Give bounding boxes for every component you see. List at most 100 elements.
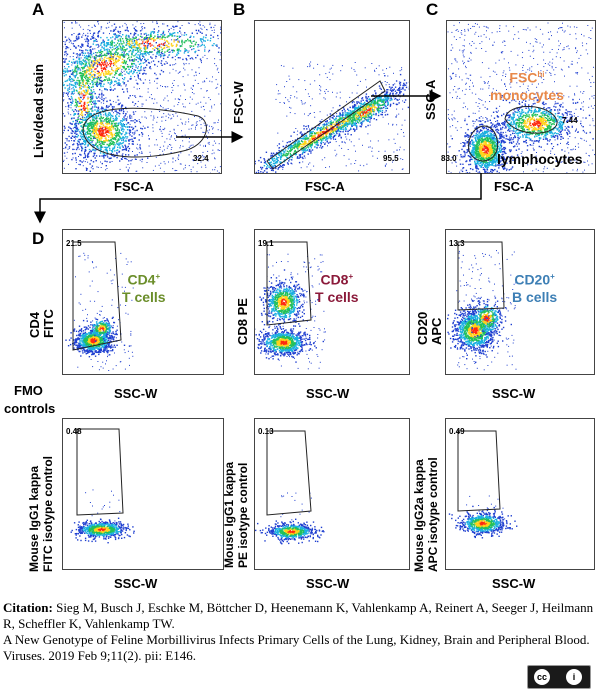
cc-icon: cc <box>534 669 550 685</box>
y-axis-label-fmo-apc-line2: APC isotype control <box>426 457 440 572</box>
x-axis-label-cd20: SSC-W <box>492 386 536 401</box>
citation-authors: Sieg M, Busch J, Eschke M, Böttcher D, H… <box>3 600 594 631</box>
attribution-icon: i <box>566 669 582 685</box>
gate-value-cd20: 13.3 <box>449 239 465 248</box>
y-axis-label-cd4-line2: FITC <box>41 309 56 338</box>
y-axis-label-fmo-pe-line2: PE isotype control <box>236 462 250 568</box>
event-cloud <box>82 316 122 342</box>
gate-fmo-apc <box>457 430 501 512</box>
y-axis-label-cd20-line2: APC <box>429 317 444 345</box>
cc-by-license-badge[interactable]: cc i <box>527 665 591 689</box>
lymphocytes-label: lymphocytes <box>497 151 583 167</box>
y-axis-label-fmo-apc: Mouse IgG2a kappa APC isotype control <box>412 457 440 572</box>
scatter-plot-b <box>254 20 410 174</box>
cd4-population-label: CD4+ T cells <box>122 268 166 306</box>
monocytes-label-main: FSC <box>509 69 538 86</box>
cd8-label-main: CD8 <box>320 271 349 288</box>
y-axis-label-fmo-pe-line1: Mouse IgG1 kappa <box>222 461 236 568</box>
y-axis-label-cd4-line1: CD4 <box>27 311 42 338</box>
scatter-plot-cd4 <box>62 229 224 375</box>
connector-arrows <box>34 90 482 224</box>
cd4-label-main: CD4 <box>127 271 156 288</box>
gate-value-fmo-pe: 0.13 <box>258 427 274 436</box>
gate-lymphocytes <box>468 125 499 162</box>
gate-singlets <box>266 80 386 170</box>
fmo-label-line2: controls <box>4 401 56 416</box>
scatter-plot-fmo-apc <box>445 418 595 570</box>
gate-fmo-pe <box>266 430 312 516</box>
panel-letter-b: B <box>233 0 246 19</box>
gate-cd20 <box>457 241 505 311</box>
monocytes-label: FSChi monocytes <box>490 66 564 104</box>
x-axis-label-cd8: SSC-W <box>306 386 350 401</box>
x-axis-label-cd4: SSC-W <box>114 386 158 401</box>
gate-value-cd4: 21.5 <box>66 239 82 248</box>
scatter-plot-fmo-pe <box>254 418 410 570</box>
panel-letter-d: D <box>32 229 45 248</box>
cd20-label-sub: B cells <box>512 288 558 305</box>
cd20-label-sup: + <box>550 272 555 281</box>
fmo-controls-label: FMO controls <box>4 382 55 418</box>
cd4-label-sup: + <box>155 272 161 281</box>
scatter-plot-cd8 <box>254 229 410 375</box>
fmo-label-line1: FMO <box>14 383 43 398</box>
x-axis-label-fmo-apc: SSC-W <box>492 576 536 591</box>
event-cloud <box>63 80 161 172</box>
y-axis-label-cd20-line1: CD20 <box>415 311 430 345</box>
cd8-label-sub: T cells <box>315 288 359 305</box>
gate-value-monocytes: 7.44 <box>562 116 578 125</box>
event-cloud <box>448 505 518 539</box>
y-axis-label-cd20: CD20 APC <box>415 311 444 345</box>
cd8-population-label: CD8+ T cells <box>315 268 359 306</box>
scatter-plot-c <box>446 20 596 174</box>
x-axis-label-a: FSC-A <box>114 179 154 194</box>
citation-journal: Viruses. 2019 Feb 9;11(2). pii: E146. <box>3 648 197 663</box>
scatter-plot-cd20 <box>445 229 595 375</box>
gate-value-fmo-fitc: 0.48 <box>66 427 82 436</box>
event-cloud <box>70 517 135 544</box>
x-axis-label-b: FSC-A <box>305 179 345 194</box>
y-axis-label-fmo-apc-line1: Mouse IgG2a kappa <box>412 459 426 572</box>
event-cloud <box>446 297 507 363</box>
gate-value-cd8: 19.1 <box>258 239 274 248</box>
cd20-label-main: CD20 <box>514 271 551 288</box>
cd8-label-sup: + <box>348 272 354 281</box>
y-axis-label-fmo-pe: Mouse IgG1 kappa PE isotype control <box>222 462 250 568</box>
y-axis-label-fmo-fitc-line1: Mouse IgG1 kappa <box>27 465 41 572</box>
panel-letter-c: C <box>426 0 439 19</box>
gate-cd4 <box>72 241 122 351</box>
event-cloud <box>255 518 325 545</box>
event-cloud <box>64 23 221 71</box>
event-cloud <box>259 269 319 335</box>
gate-value-lymphocytes: 83.0 <box>441 154 457 163</box>
citation-label: Citation: <box>3 600 53 615</box>
y-axis-label-fmo-fitc: Mouse IgG1 kappa FITC isotype control <box>27 456 55 572</box>
scatter-plot-a <box>62 20 222 174</box>
event-cloud <box>451 111 520 173</box>
x-axis-label-fmo-fitc: SSC-W <box>114 576 158 591</box>
event-cloud <box>255 321 324 363</box>
gate-cd8 <box>266 241 312 326</box>
event-cloud <box>460 297 512 340</box>
monocytes-label-sup: hi <box>537 70 545 79</box>
arrow-c-to-d <box>34 173 482 224</box>
y-axis-label-fmo-fitc-line2: FITC isotype control <box>41 455 55 572</box>
citation-block: Citation: Sieg M, Busch J, Eschke M, Böt… <box>3 600 595 664</box>
panel-letter-a: A <box>32 0 45 19</box>
y-axis-label-cd8: CD8 PE <box>235 298 250 345</box>
cd20-population-label: CD20+ B cells <box>512 268 557 306</box>
cd4-label-sub: T cells <box>122 288 166 305</box>
scatter-plot-fmo-fitc <box>62 418 224 570</box>
event-cloud <box>318 80 409 143</box>
gate-value-a: 32.4 <box>193 154 209 163</box>
citation-title: A New Genotype of Feline Morbillivirus I… <box>3 632 590 647</box>
gate-value-b: 95.5 <box>383 154 399 163</box>
gate-monocytes <box>504 106 558 134</box>
gate-fmo-fitc <box>76 428 124 516</box>
gate-value-fmo-apc: 0.49 <box>449 427 465 436</box>
x-axis-label-fmo-pe: SSC-W <box>306 576 350 591</box>
y-axis-label-cd4: CD4 FITC <box>27 309 56 338</box>
monocytes-label-sub: monocytes <box>490 86 564 103</box>
event-cloud <box>475 92 594 156</box>
